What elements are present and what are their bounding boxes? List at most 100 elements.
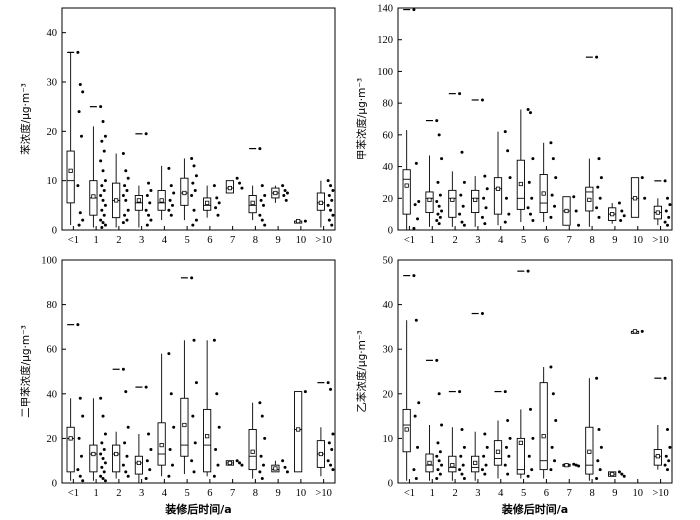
data-point	[144, 385, 148, 389]
data-point	[103, 461, 107, 465]
data-point	[574, 463, 578, 467]
data-point	[101, 477, 105, 481]
box-1	[425, 358, 444, 481]
x-axis-title: 装修后时间/a	[164, 502, 231, 516]
data-point	[482, 196, 486, 200]
x-tick-label: 3	[475, 235, 480, 246]
data-point	[506, 472, 510, 476]
data-point	[435, 477, 439, 481]
data-point	[416, 217, 420, 221]
box-7	[225, 459, 244, 467]
data-point	[436, 468, 440, 472]
data-point	[99, 159, 103, 163]
plot-frame	[397, 259, 673, 484]
box-iqr	[89, 444, 98, 473]
box->10	[653, 179, 672, 227]
data-point	[462, 223, 466, 227]
data-point	[285, 470, 289, 474]
data-point	[460, 427, 464, 431]
mean-marker	[136, 460, 141, 466]
data-point	[553, 459, 557, 463]
data-point	[192, 338, 196, 342]
data-point	[595, 55, 599, 59]
data-point	[100, 139, 104, 143]
mean-marker	[136, 198, 141, 203]
box-8	[248, 401, 267, 481]
mean-marker	[427, 197, 432, 202]
data-point	[125, 189, 129, 193]
data-point	[437, 222, 441, 226]
box-iqr	[66, 150, 75, 204]
data-point	[643, 196, 647, 200]
y-tick-label: 10	[383, 434, 394, 445]
x-tick-label: 2	[452, 488, 457, 499]
data-point	[101, 221, 105, 225]
y-tick-label: 60	[383, 130, 394, 141]
x-tick-label: 6	[544, 488, 549, 499]
data-point	[215, 392, 219, 396]
data-point	[78, 211, 82, 215]
box-iqr	[402, 169, 411, 215]
data-point	[484, 463, 488, 467]
box-5	[180, 276, 198, 475]
data-point	[417, 199, 421, 203]
x-tick-label: 5	[185, 488, 190, 499]
data-point	[595, 206, 599, 210]
data-point	[194, 174, 198, 178]
box-10	[630, 329, 644, 334]
data-point	[261, 203, 265, 207]
data-point	[329, 208, 333, 212]
plot-frame	[61, 7, 336, 231]
data-point	[260, 218, 264, 222]
mean-marker	[91, 451, 96, 457]
data-point	[416, 445, 420, 449]
data-point	[440, 209, 444, 213]
mean-marker	[227, 460, 232, 466]
data-point	[530, 468, 534, 472]
data-point	[101, 198, 105, 202]
data-point	[124, 390, 128, 394]
plot-frame	[397, 7, 673, 231]
data-point	[238, 181, 242, 185]
data-point	[526, 269, 530, 273]
data-point	[258, 401, 262, 405]
data-point	[121, 463, 125, 467]
data-point	[436, 180, 440, 184]
data-point	[437, 204, 441, 208]
data-point	[435, 119, 439, 123]
x-tick-label: 5	[521, 488, 526, 499]
data-point	[79, 454, 83, 458]
data-point	[121, 367, 125, 371]
x-tick-label: <1	[68, 488, 79, 499]
box-3	[134, 385, 153, 483]
box-iqr	[134, 455, 143, 475]
data-point	[258, 470, 262, 474]
data-point	[437, 133, 441, 137]
data-point	[527, 180, 531, 184]
mean-marker	[296, 219, 301, 224]
data-point	[77, 110, 81, 114]
x-tick-label: 1	[94, 235, 99, 246]
box-iqr	[66, 426, 75, 473]
x-tick-label: <1	[404, 488, 415, 499]
data-point	[170, 203, 174, 207]
data-point	[597, 427, 601, 431]
data-point	[460, 472, 464, 476]
x-tick-label: 10	[633, 235, 644, 246]
data-point	[303, 390, 307, 394]
data-point	[531, 436, 535, 440]
box-1	[89, 396, 107, 483]
data-point	[458, 212, 462, 216]
data-point	[77, 223, 81, 227]
data-point	[526, 474, 530, 478]
mean-marker	[250, 200, 255, 205]
box-4	[493, 390, 512, 479]
data-point	[598, 468, 602, 472]
x-tick-label: 9	[612, 235, 617, 246]
plot-frame	[61, 259, 336, 484]
y-tick-label: 100	[41, 256, 57, 267]
x-tick-label: <1	[68, 235, 79, 246]
x-tick-label: 8	[589, 488, 594, 499]
data-point	[169, 184, 173, 188]
